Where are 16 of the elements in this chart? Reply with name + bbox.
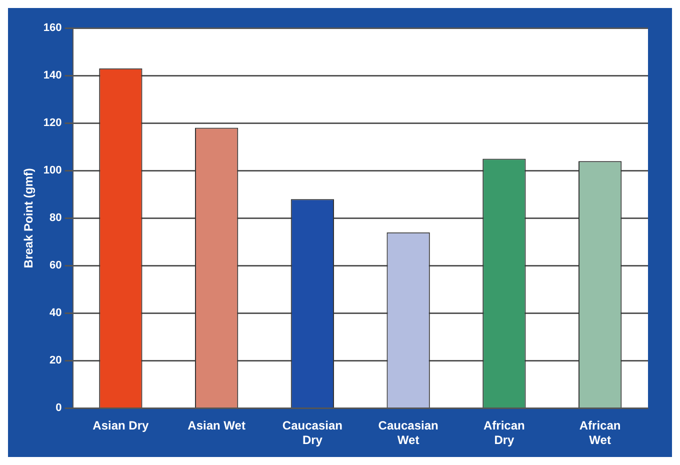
y-tick-label: 40	[50, 307, 62, 320]
y-tick-label: 20	[50, 354, 62, 367]
y-tick-label: 60	[50, 260, 62, 272]
y-tick-label: 0	[56, 402, 62, 414]
y-tick-label: 100	[43, 164, 62, 177]
y-axis-title: Break Point (gmf)	[22, 168, 36, 268]
x-tick-label: Caucasian Wet	[378, 418, 438, 448]
y-tick-label: 140	[43, 70, 62, 82]
x-tick-label: Asian Wet	[188, 418, 246, 433]
x-tick-label: Caucasian Dry	[282, 418, 342, 448]
x-tick-label: African Wet	[579, 418, 621, 448]
x-tick-label: Asian Dry	[92, 418, 150, 433]
x-tick-label: African Dry	[484, 418, 525, 448]
y-tick-label: 120	[43, 117, 62, 130]
y-tick-label: 80	[50, 212, 62, 224]
y-tick-label: 160	[43, 22, 62, 34]
